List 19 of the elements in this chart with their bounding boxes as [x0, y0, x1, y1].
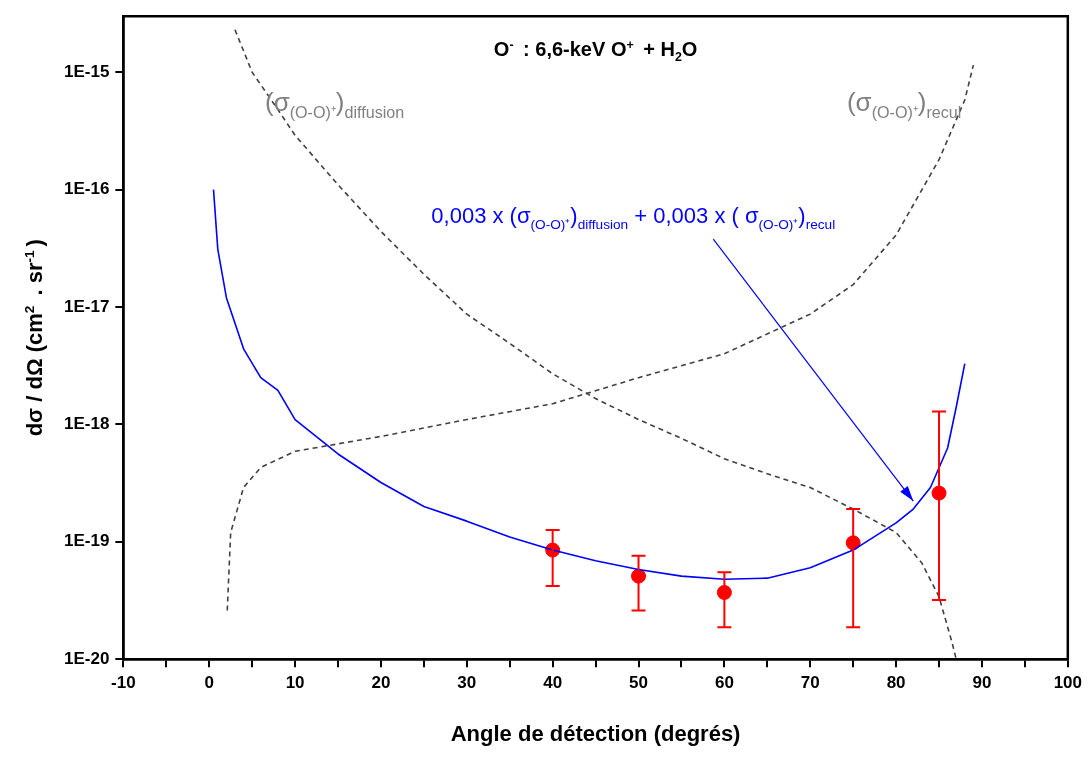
- x-tick-label: 40: [543, 673, 563, 693]
- y-tick-label: 1E-15: [63, 61, 110, 81]
- x-axis-title: Angle de détection (degrés): [450, 720, 741, 746]
- y-tick-label: 1E-19: [63, 531, 110, 551]
- x-tick-label: 20: [371, 673, 391, 693]
- x-tick-label: 80: [886, 673, 906, 693]
- y-tick-label: 1E-17: [63, 296, 110, 316]
- x-tick-label: 70: [800, 673, 820, 693]
- x-tick-label: 60: [714, 673, 734, 693]
- y-tick-label: 1E-20: [63, 648, 110, 668]
- x-tick-label: -10: [111, 673, 136, 693]
- y-tick-label: 1E-18: [63, 414, 110, 434]
- x-tick-label: 50: [629, 673, 648, 693]
- x-tick-label: 30: [457, 673, 477, 693]
- x-tick-label: 0: [204, 673, 214, 693]
- x-tick-label: 10: [285, 673, 305, 693]
- x-tick-label: 90: [972, 673, 992, 693]
- x-tick-label: 100: [1053, 673, 1083, 693]
- y-tick-label: 1E-16: [63, 179, 110, 199]
